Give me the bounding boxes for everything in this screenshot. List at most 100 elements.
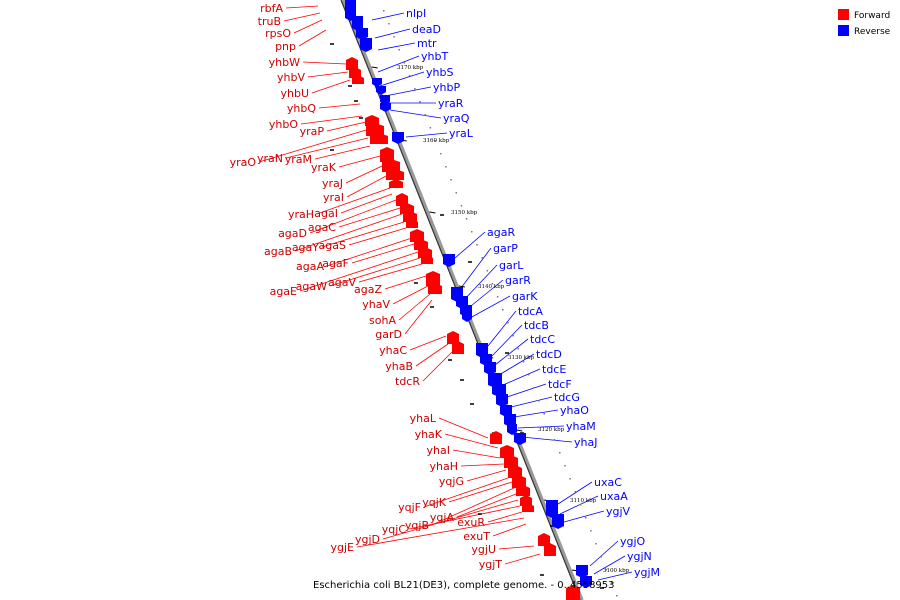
forward-gene-feature: [380, 150, 394, 162]
forward-gene-arrow: [346, 57, 358, 60]
tick-dot: [584, 517, 587, 519]
gene-label-yhbs: yhbS: [426, 66, 453, 79]
forward-gene-arrow: [447, 331, 459, 334]
reverse-connector: [487, 310, 517, 347]
gene-label-tdcd: tdcD: [536, 348, 562, 361]
tick-dot: [517, 348, 520, 350]
reverse-gene-feature: [352, 16, 363, 28]
tick-dot: [439, 153, 442, 155]
axis-tick-mark: [371, 66, 378, 69]
reverse-gene-arrow: [580, 585, 592, 588]
gene-label-yqjk: yqjK: [422, 496, 447, 509]
gene-label-agaz: agaZ: [354, 283, 382, 296]
reverse-gene-arrow: [552, 526, 564, 529]
tick-dot: [429, 127, 432, 129]
reverse-connector: [389, 109, 442, 119]
gene-label-agar: agaR: [487, 226, 515, 239]
axis-tick-label: 3170 kbp: [397, 65, 424, 71]
reverse-gene-feature: [392, 132, 404, 141]
axis-tick-label: 3150 kbp: [451, 210, 478, 216]
reverse-gene-feature: [380, 103, 391, 109]
forward-gene-arrow: [406, 219, 418, 222]
forward-gene-arrow: [380, 147, 394, 150]
forward-gene-feature: [508, 468, 522, 478]
gene-label-rpso: rpsO: [265, 27, 291, 40]
gene-label-yhbw: yhbW: [269, 56, 300, 69]
axis-tick-label: 3140 kbp: [478, 284, 505, 290]
tick-dot: [408, 75, 411, 77]
gene-label-yraq: yraQ: [443, 112, 470, 125]
gene-label-yrar: yraR: [438, 97, 464, 110]
reverse-gene-feature: [514, 433, 526, 442]
tick-dot: [393, 36, 395, 38]
gene-label-agav: agaV: [328, 276, 356, 289]
forward-connector: [298, 29, 327, 47]
reverse-gene-feature: [372, 78, 382, 84]
forward-connector: [487, 511, 523, 523]
axis-tick-label: 3100 kbp: [603, 568, 630, 574]
gene-label-ygje: ygjE: [331, 541, 355, 554]
forward-gene-feature: [504, 458, 518, 468]
reverse-connector: [371, 12, 405, 21]
gene-label-yhac: yhaC: [379, 344, 407, 357]
forward-gene-arrow: [520, 495, 532, 498]
reverse-connector: [589, 540, 619, 567]
gene-label-ygjv: ygjV: [606, 505, 631, 518]
tick-dot: [548, 426, 551, 428]
axis-tick-label: 3160 kbp: [423, 138, 450, 144]
gene-label-garl: garL: [499, 259, 524, 272]
reverse-gene-feature: [456, 296, 468, 306]
forward-gene-feature: [500, 448, 514, 458]
reverse-connector: [513, 409, 559, 418]
forward-connector: [338, 207, 401, 228]
forward-gene-arrow: [403, 211, 417, 214]
tick-dot: [574, 491, 577, 493]
forward-connector: [329, 257, 421, 287]
forward-gene-feature: [428, 286, 442, 294]
reverse-gene-feature: [480, 354, 492, 363]
forward-connector: [258, 129, 367, 163]
reverse-connector: [490, 324, 523, 358]
gene-label-yqjf: yqjF: [398, 501, 421, 514]
forward-gene-feature: [365, 118, 379, 126]
forward-connector: [408, 505, 521, 530]
gene-label-tdcc: tdcC: [530, 333, 555, 346]
reverse-connector: [377, 42, 416, 51]
gene-label-soha: sohA: [369, 314, 396, 327]
forward-gene-arrow: [386, 169, 404, 172]
forward-gene-arrow: [504, 455, 518, 458]
tick-dot: [486, 270, 489, 272]
reverse-connector: [506, 383, 547, 398]
gene-label-yhbp: yhbP: [433, 81, 460, 94]
forward-gene-feature: [370, 136, 388, 144]
forward-connector: [326, 237, 413, 267]
forward-gene-arrow: [389, 179, 403, 182]
reverse-gene-feature: [580, 576, 592, 585]
gene-label-exur: exuR: [457, 516, 485, 529]
forward-connector: [448, 481, 513, 503]
reverse-gene-feature: [496, 394, 508, 404]
forward-gene-arrow: [428, 283, 442, 286]
reverse-connector: [405, 132, 448, 138]
tick-dot: [434, 140, 437, 142]
tick-dot: [502, 309, 504, 311]
reverse-gene-arrow: [392, 141, 404, 144]
reverse-connector: [510, 396, 553, 408]
forward-gene-arrow: [426, 271, 440, 274]
tick-dot: [496, 296, 499, 298]
tick-dot: [600, 556, 602, 558]
gene-label-yrao: yraO: [230, 156, 257, 169]
tick-dot: [559, 452, 561, 454]
reverse-gene-feature: [576, 565, 588, 575]
reverse-gene-arrow: [462, 319, 472, 322]
reverse-gene-feature: [443, 254, 455, 264]
reverse-connector: [563, 510, 605, 523]
gene-label-yham: yhaM: [566, 420, 596, 433]
gene-label-agaa: agaA: [296, 260, 324, 273]
gene-label-yqjc: yqjC: [382, 523, 407, 536]
reverse-gene-arrow: [376, 92, 386, 95]
gene-label-yqjg: yqjG: [439, 475, 464, 488]
gene-label-nlpi: nlpI: [406, 7, 426, 20]
